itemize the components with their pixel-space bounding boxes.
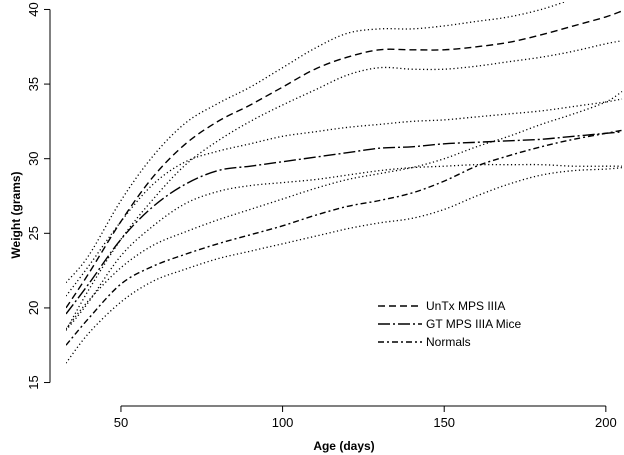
series-line-normals-upper-band [66, 90, 623, 330]
x-tick-label: 150 [433, 415, 455, 430]
legend-label: Normals [426, 335, 471, 349]
series-line-gt-mps-iiia-lower-band [66, 163, 622, 331]
x-tick-label: 100 [272, 415, 294, 430]
plot-lines [66, 2, 623, 364]
legend: UnTx MPS IIIA GT MPS IIIA Mice Normals [378, 299, 521, 349]
x-tick-label: 200 [595, 415, 617, 430]
y-tick-label: 15 [26, 375, 41, 389]
y-ticks: 15 20 25 30 35 40 [26, 2, 50, 390]
series-line-normals-lower-band [66, 166, 623, 364]
axes: 50 100 150 200 15 20 25 30 35 40 [26, 2, 617, 430]
x-axis-title: Age (days) [313, 439, 374, 453]
series-line-untx-mps-iiia-lower-band [66, 40, 623, 331]
x-tick-label: 50 [114, 415, 128, 430]
series-line-gt-mps-iiia-mice [66, 131, 623, 315]
legend-label: UnTx MPS IIIA [426, 299, 505, 313]
series-line-untx-mps-iiia-upper-band [66, 2, 567, 284]
series-line-gt-mps-iiia-upper-band [66, 98, 623, 297]
series-line-normals [66, 129, 623, 346]
legend-label: GT MPS IIIA Mice [426, 317, 521, 331]
y-tick-label: 20 [26, 301, 41, 315]
y-tick-label: 35 [26, 77, 41, 91]
y-tick-label: 25 [26, 226, 41, 240]
y-axis-title: Weight (grams) [9, 171, 23, 258]
series-line-untx-mps-iiia [66, 10, 623, 309]
y-tick-label: 40 [26, 2, 41, 16]
x-ticks: 50 100 150 200 [114, 406, 617, 430]
y-tick-label: 30 [26, 151, 41, 165]
